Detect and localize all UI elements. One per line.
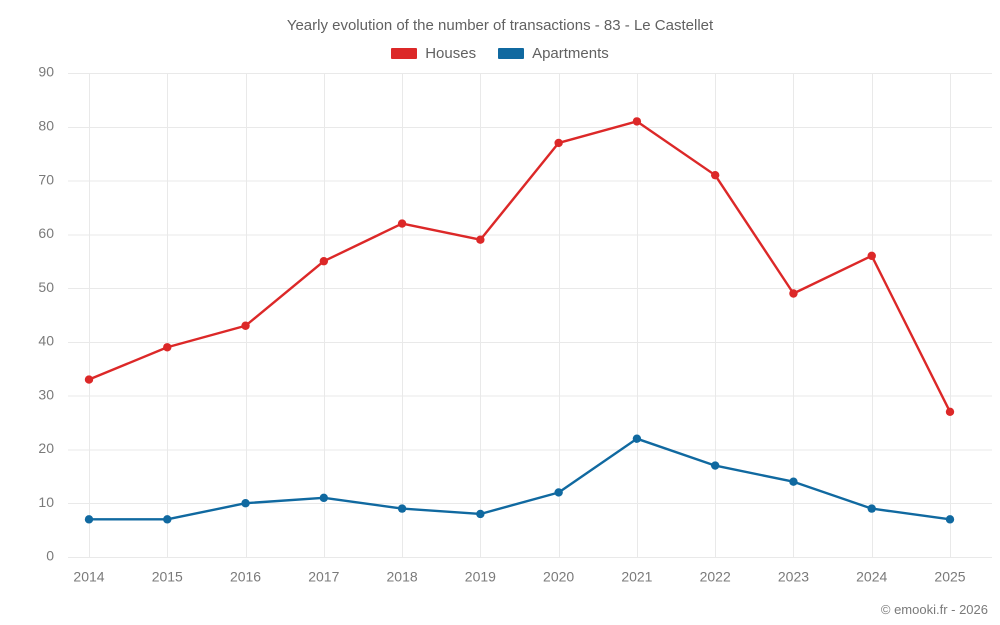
- legend-swatch-houses: [391, 48, 418, 59]
- x-tick-label: 2014: [73, 568, 104, 584]
- y-tick-label: 50: [38, 279, 54, 295]
- data-point-houses[interactable]: [710, 170, 720, 180]
- data-point-houses[interactable]: [789, 289, 798, 298]
- legend-label-houses: Houses: [425, 45, 477, 62]
- data-point-houses[interactable]: [632, 117, 642, 126]
- data-point-houses[interactable]: [84, 375, 94, 384]
- y-tick-label: 20: [38, 440, 54, 456]
- y-tick-label: 90: [38, 64, 54, 80]
- data-point-houses[interactable]: [163, 343, 172, 352]
- data-point-houses[interactable]: [945, 407, 955, 416]
- legend-label-apartments: Apartments: [532, 45, 609, 62]
- x-tick-label: 2016: [230, 568, 261, 584]
- y-tick-label: 0: [46, 548, 54, 564]
- chart-title: Yearly evolution of the number of transa…: [286, 17, 714, 34]
- data-point-houses[interactable]: [867, 251, 876, 261]
- x-tick-label: 2025: [934, 568, 965, 584]
- data-point-apartments[interactable]: [710, 461, 720, 470]
- series-line-houses: [87, 120, 952, 413]
- y-tick-label: 80: [38, 117, 54, 133]
- x-tick-label: 2023: [778, 568, 809, 584]
- x-tick-label: 2022: [700, 568, 731, 584]
- y-tick-label: 30: [38, 386, 54, 402]
- data-point-houses[interactable]: [476, 235, 485, 244]
- credit-text: © emooki.fr - 2026: [880, 602, 988, 617]
- y-tick-label: 10: [38, 494, 54, 510]
- x-tick-label: 2015: [152, 568, 183, 584]
- x-tick-label: 2024: [856, 568, 887, 584]
- y-tick-label: 60: [38, 225, 54, 241]
- y-tick-label: 40: [38, 333, 54, 349]
- data-point-apartments[interactable]: [241, 499, 250, 508]
- legend-item-apartments[interactable]: Apartments: [498, 45, 609, 62]
- series-line-apartments: [87, 437, 952, 521]
- data-point-apartments[interactable]: [476, 509, 485, 519]
- data-point-houses[interactable]: [241, 321, 250, 330]
- y-tick-label: 70: [38, 171, 54, 187]
- data-point-apartments[interactable]: [554, 488, 563, 497]
- chart-legend: Houses Apartments: [0, 45, 1000, 62]
- legend-swatch-apartments: [498, 48, 525, 59]
- x-tick-label: 2020: [543, 568, 574, 584]
- data-point-houses[interactable]: [554, 138, 563, 148]
- data-point-apartments[interactable]: [163, 515, 172, 524]
- data-point-apartments[interactable]: [319, 493, 329, 503]
- x-tick-label: 2021: [621, 568, 652, 584]
- data-point-houses[interactable]: [397, 219, 407, 228]
- x-tick-label: 2019: [465, 568, 496, 584]
- data-point-apartments[interactable]: [84, 515, 94, 524]
- data-point-apartments[interactable]: [397, 504, 407, 513]
- data-point-apartments[interactable]: [789, 477, 798, 486]
- x-tick-label: 2018: [387, 568, 418, 584]
- data-point-apartments[interactable]: [867, 504, 876, 513]
- x-tick-label: 2017: [308, 568, 339, 584]
- legend-item-houses[interactable]: Houses: [391, 45, 476, 62]
- data-point-apartments[interactable]: [632, 434, 642, 443]
- data-point-apartments[interactable]: [945, 515, 955, 524]
- data-point-houses[interactable]: [319, 257, 329, 266]
